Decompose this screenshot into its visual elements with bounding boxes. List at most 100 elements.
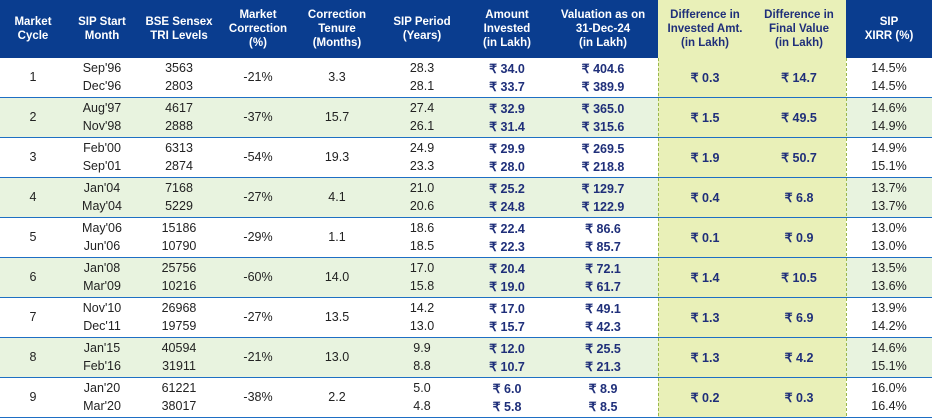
valuation-1: ₹ 404.6 [581,62,625,76]
header-cell-10: SIP XIRR (%) [864,16,914,42]
sip-xirr-2: 15.1% [871,159,907,173]
correction-tenure: 4.1 [328,190,346,204]
header-cell-7: Valuation as on 31-Dec-24 (in Lakh) [560,9,646,49]
amount-invested-1: ₹ 34.0 [489,62,525,76]
highlight-band [658,58,846,97]
valuation-1: ₹ 365.0 [581,102,625,116]
sip-period-1: 18.6 [409,221,435,235]
table-row: 3 -54% 19.3 ₹ 1.9 ₹ 50.7 Feb'00 Sep'01 6313 2874… [0,138,932,178]
highlight-border-right [846,58,847,416]
amount-invested-2: ₹ 10.7 [489,360,525,374]
header-cell-2: BSE Sensex TRI Levels [145,16,213,42]
amount-invested-1: ₹ 25.2 [489,182,525,196]
valuation-1: ₹ 129.7 [581,182,625,196]
sip-start-month-2: Mar'20 [83,399,121,413]
market-cycle: 3 [29,150,37,164]
tri-level-1: 61221 [161,381,197,395]
sip-start-month-2: May'04 [82,199,122,213]
market-cycle: 5 [29,230,37,244]
sip-start-month-2: Dec'11 [83,319,121,333]
difference-invested: ₹ 0.2 [690,391,720,405]
amount-invested-1: ₹ 20.4 [489,262,525,276]
sip-period-2: 28.1 [409,79,435,93]
market-cycle: 8 [29,350,37,364]
tri-level-1: 25756 [161,261,197,275]
amount-invested-2: ₹ 24.8 [489,200,525,214]
market-correction: -38% [243,390,273,404]
highlight-band [658,258,846,297]
highlight-band [658,298,846,337]
table-row: 4 -27% 4.1 ₹ 0.4 ₹ 6.8 Jan'04 May'04 7168 5229 21… [0,178,932,218]
tri-level-2: 10790 [161,239,197,253]
amount-invested-1: ₹ 17.0 [489,302,525,316]
tri-level-2: 5229 [165,199,193,213]
tri-level-1: 7168 [165,181,193,195]
correction-tenure: 19.3 [324,150,350,164]
sip-start-month-1: Feb'00 [83,141,121,155]
correction-tenure: 1.1 [328,230,346,244]
sip-start-month-2: Jun'06 [83,239,121,253]
market-cycle: 6 [29,270,37,284]
header-cell-6: Amount Invested (in Lakh) [483,9,531,49]
sip-xirr-1: 14.6% [871,341,907,355]
highlight-band [658,178,846,217]
header-cell-9: Difference in Final Value (in Lakh) [752,0,846,58]
valuation-2: ₹ 218.8 [581,160,625,174]
highlight-band [658,218,846,257]
amount-invested-2: ₹ 19.0 [489,280,525,294]
valuation-2: ₹ 61.7 [585,280,621,294]
sip-period-2: 15.8 [409,279,435,293]
sip-start-month-1: Jan'15 [83,341,121,355]
valuation-2: ₹ 8.5 [588,400,618,414]
tri-level-1: 40594 [161,341,197,355]
market-correction: -21% [243,70,273,84]
sip-start-month-1: Aug'97 [82,101,122,115]
highlight-band [658,98,846,137]
sip-period-2: 20.6 [409,199,435,213]
difference-invested: ₹ 1.4 [690,271,720,285]
table-row: 9 -38% 2.2 ₹ 0.2 ₹ 0.3 Jan'20 Mar'20 61221 38017… [0,378,932,418]
header-cell-3: Market Correction (%) [228,9,288,49]
sip-period-2: 8.8 [413,359,431,373]
difference-invested: ₹ 1.9 [690,151,720,165]
amount-invested-1: ₹ 29.9 [489,142,525,156]
sip-xirr-2: 16.4% [871,399,907,413]
header-cell-0: Market Cycle [14,16,52,42]
difference-final-value: ₹ 6.9 [784,311,814,325]
difference-final-value: ₹ 50.7 [781,151,817,165]
sip-period-1: 9.9 [413,341,431,355]
sip-xirr-1: 14.5% [871,61,907,75]
amount-invested-2: ₹ 5.8 [492,400,522,414]
sip-period-1: 21.0 [409,181,435,195]
sip-xirr-2: 14.9% [871,119,907,133]
difference-final-value: ₹ 49.5 [781,111,817,125]
valuation-2: ₹ 42.3 [585,320,621,334]
sip-period-1: 24.9 [409,141,435,155]
sip-xirr-1: 16.0% [871,381,907,395]
difference-final-value: ₹ 10.5 [781,271,817,285]
sip-xirr-1: 14.6% [871,101,907,115]
correction-tenure: 14.0 [324,270,350,284]
difference-invested: ₹ 1.5 [690,111,720,125]
amount-invested-1: ₹ 22.4 [489,222,525,236]
market-correction: -60% [243,270,273,284]
sip-period-1: 27.4 [409,101,435,115]
difference-invested: ₹ 0.3 [690,71,720,85]
difference-final-value: ₹ 0.9 [784,231,814,245]
valuation-2: ₹ 315.6 [581,120,625,134]
market-cycle: 2 [29,110,37,124]
amount-invested-2: ₹ 15.7 [489,320,525,334]
highlight-band [658,138,846,177]
market-correction: -29% [243,230,273,244]
sip-xirr-2: 13.7% [871,199,907,213]
sip-start-month-1: Jan'20 [83,381,121,395]
sip-xirr-1: 13.7% [871,181,907,195]
sip-xirr-2: 14.2% [871,319,907,333]
difference-final-value: ₹ 0.3 [784,391,814,405]
header-cell-1: SIP Start Month [78,16,126,42]
difference-final-value: ₹ 6.8 [784,191,814,205]
market-cycle: 7 [29,310,37,324]
market-correction: -21% [243,350,273,364]
sip-start-month-1: May'06 [82,221,122,235]
sip-period-2: 13.0 [409,319,435,333]
